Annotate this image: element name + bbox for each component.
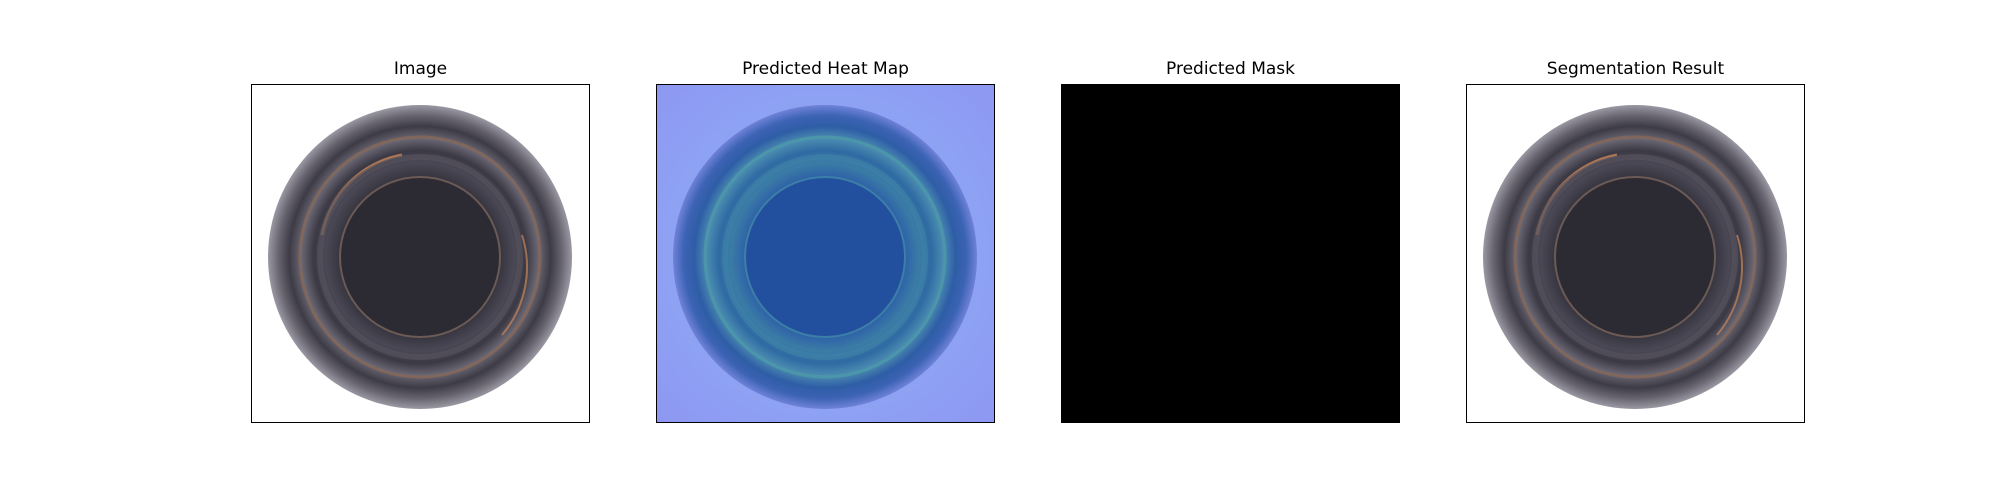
segmentation-image (1467, 85, 1804, 422)
segmentation-frame (1466, 84, 1805, 423)
mask-frame (1061, 84, 1400, 423)
panel-title-heatmap: Predicted Heat Map (742, 59, 909, 79)
heatmap-image (657, 85, 994, 422)
mask-image (1062, 85, 1399, 422)
panel-title-mask: Predicted Mask (1166, 59, 1295, 79)
image-frame (251, 84, 590, 423)
panel-image: Image (251, 56, 590, 430)
panel-heatmap: Predicted Heat Map (656, 56, 995, 430)
panel-title-image: Image (393, 59, 448, 79)
heatmap-frame (656, 84, 995, 423)
panel-mask: Predicted Mask (1061, 56, 1400, 430)
panel-segmentation: Segmentation Result (1466, 56, 1805, 430)
bottle-image (252, 85, 589, 422)
panel-title-segmentation: Segmentation Result (1546, 59, 1725, 79)
